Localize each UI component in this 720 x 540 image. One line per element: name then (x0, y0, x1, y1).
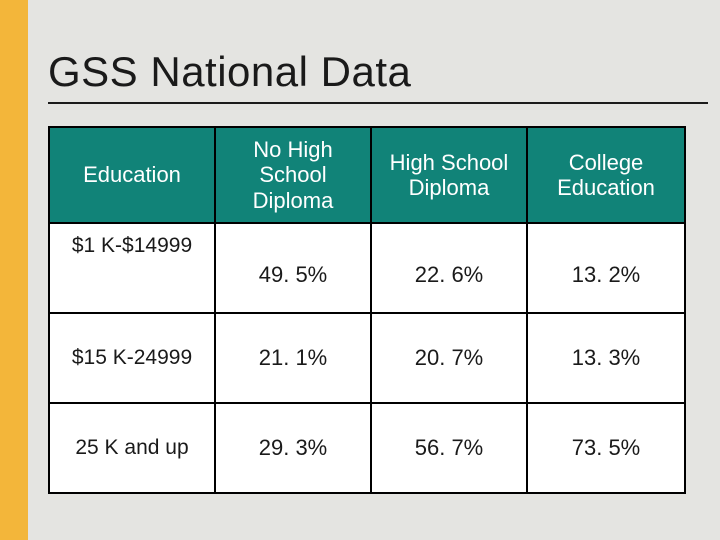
table-cell: 13. 2% (527, 223, 685, 313)
table-cell: 29. 3% (215, 403, 371, 493)
table-cell: 22. 6% (371, 223, 527, 313)
table-col-header: High School Diploma (371, 127, 527, 223)
table-cell: 20. 7% (371, 313, 527, 403)
table-row: $15 K-24999 21. 1% 20. 7% 13. 3% (49, 313, 685, 403)
slide-content: GSS National Data Education No High Scho… (48, 0, 708, 494)
page-title: GSS National Data (48, 48, 708, 96)
accent-bar (0, 0, 28, 540)
table-col-header: College Education (527, 127, 685, 223)
table-row-label: $15 K-24999 (49, 313, 215, 403)
table-cell: 73. 5% (527, 403, 685, 493)
table-cell: 49. 5% (215, 223, 371, 313)
title-underline (48, 102, 708, 104)
table-cell: 56. 7% (371, 403, 527, 493)
table-corner-label: Education (49, 127, 215, 223)
data-table: Education No High School Diploma High Sc… (48, 126, 686, 494)
table-row-label: 25 K and up (49, 403, 215, 493)
table-cell: 13. 3% (527, 313, 685, 403)
table-cell: 21. 1% (215, 313, 371, 403)
table-header-row: Education No High School Diploma High Sc… (49, 127, 685, 223)
table-row-label: $1 K-$14999 (49, 223, 215, 313)
table-row: $1 K-$14999 49. 5% 22. 6% 13. 2% (49, 223, 685, 313)
table-col-header: No High School Diploma (215, 127, 371, 223)
table-row: 25 K and up 29. 3% 56. 7% 73. 5% (49, 403, 685, 493)
